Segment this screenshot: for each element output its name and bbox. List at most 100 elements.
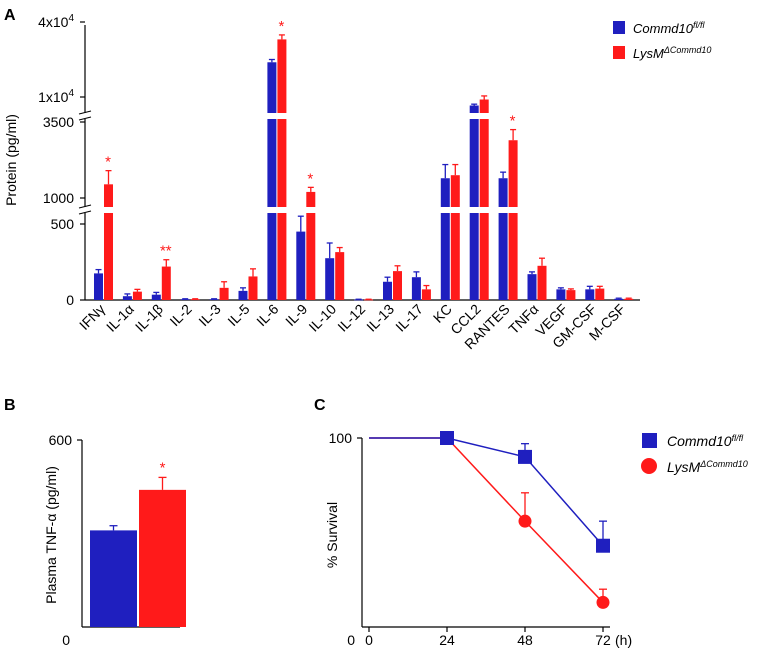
panel-a-bar-tnf-commd10	[527, 274, 537, 300]
panel-b-bar-commd10	[90, 530, 137, 627]
panel-a-bar-break	[468, 207, 480, 213]
panel-c-chart: 1000 0 24 48 72 % Survival (h) Commd10fl/fl …	[324, 430, 748, 648]
panel-a-significance-il-9: *	[307, 170, 313, 187]
panel-a-x-label-il-17: IL-17	[392, 301, 426, 335]
panel-a-bar-gm-csf-lysm	[595, 288, 605, 300]
panel-b-y-label: Plasma TNF-α (pg/ml)	[43, 466, 59, 604]
panel-a-x-label-il-13: IL-13	[363, 301, 397, 335]
panel-a-bar-break	[276, 207, 288, 213]
panel-a-legend-swatch-commd10	[613, 21, 625, 34]
panel-label-c: C	[314, 397, 326, 414]
panel-a-bar-break	[266, 207, 278, 213]
panel-c-x-tick-label: 24	[439, 632, 455, 648]
panel-a-x-label-il-12: IL-12	[334, 301, 368, 335]
panel-c-y-tick-label: 0	[347, 632, 355, 648]
panel-a-bar-il-1-lysm	[132, 291, 142, 300]
panel-a-bar-rantes-commd10	[498, 178, 508, 300]
panel-c-x-tick-label: 48	[517, 632, 533, 648]
panel-label-b: B	[4, 397, 16, 414]
panel-c-point-commd10-24h	[440, 431, 454, 445]
panel-a-x-label-il-1: IL-1β	[132, 301, 166, 335]
panel-b-chart: 600 0 Plasma TNF-α (pg/ml) *	[43, 432, 186, 648]
panel-a-bar-break	[276, 113, 288, 119]
panel-a-bar-break	[439, 207, 451, 213]
panel-a-bar-break	[468, 113, 480, 119]
panel-c-y-tick-label: 100	[329, 430, 353, 446]
panel-a-x-label-ifn: IFNγ	[76, 301, 108, 333]
panel-a-y-tick-label: 1x104	[38, 88, 74, 105]
panel-a-y-tick-label: 500	[51, 216, 75, 232]
panel-b-bar-lysm	[139, 489, 186, 627]
panel-a-significance-il-6: *	[278, 18, 284, 35]
panel-a-bar-il-13-lysm	[393, 271, 402, 300]
panel-a-bar-kc-lysm	[450, 175, 460, 300]
panel-a-bar-ccl2-commd10	[469, 105, 479, 300]
panel-a-bar-ifn-commd10	[94, 273, 103, 300]
panel-a-bar-gm-csf-commd10	[585, 289, 595, 300]
panel-c-x-tick-label: 72	[595, 632, 611, 648]
panel-a-legend-lysm: LysMΔCommd10	[633, 45, 711, 61]
panel-a-bar-ifn-lysm	[104, 184, 113, 300]
panel-a-legend-commd10: Commd10fl/fl	[633, 20, 705, 36]
panel-a-bar-il-17-commd10	[411, 277, 421, 300]
panel-a-y-tick-label: 0	[66, 292, 74, 308]
panel-a-bar-il-3-commd10	[209, 299, 219, 301]
panel-a-y-label: Protein (pg/ml)	[3, 114, 19, 206]
panel-a-legend-swatch-lysm	[613, 46, 625, 59]
panel-a-x-label-il-5: IL-5	[224, 301, 253, 330]
panel-c-legend-lysm: LysMΔCommd10	[667, 459, 748, 475]
panel-a-significance-rantes: *	[510, 113, 516, 130]
panel-c-point-commd10-72h	[596, 538, 610, 553]
panel-a-bar-vegf-commd10	[556, 289, 566, 300]
panel-a-bar-vegf-lysm	[566, 290, 576, 300]
panel-a-bar-il-1-commd10	[122, 296, 132, 300]
panel-b-significance: *	[160, 459, 166, 476]
panel-c-point-commd10-48h	[518, 449, 532, 464]
panel-a-bar-il-9-commd10	[296, 231, 306, 300]
panel-c-x-tick-label: 0	[365, 632, 373, 648]
panel-a-bar-il-17-lysm	[421, 289, 431, 300]
panel-a-bar-il-12-commd10	[354, 299, 364, 301]
panel-a-bar-il-3-lysm	[219, 287, 229, 300]
panel-a-y-tick-label: 4x104	[38, 13, 74, 30]
panel-a-bar-il-5-commd10	[238, 290, 248, 300]
panel-c-point-lysm-72h	[596, 595, 610, 609]
panel-a-bar-break	[478, 207, 490, 213]
panel-a-x-label-il-2: IL-2	[166, 301, 195, 330]
panel-a-bar-ccl2-lysm	[479, 99, 489, 301]
panel-a-bar-il-10-commd10	[325, 258, 335, 300]
panel-a-bar-break	[478, 113, 490, 119]
panel-a-x-label-il-10: IL-10	[305, 301, 339, 335]
panel-a-significance-il-1: **	[160, 243, 172, 260]
panel-a-bar-il-6-commd10	[267, 62, 277, 300]
panel-c-legend-circle-marker	[641, 458, 657, 474]
panel-a-significance-ifn: *	[105, 154, 111, 171]
panel-a-bar-il-2-commd10	[180, 299, 190, 301]
panel-a-bar-break	[305, 207, 317, 213]
panel-a-bar-m-csf-commd10	[614, 298, 624, 300]
panel-a-bar-kc-commd10	[440, 178, 450, 300]
panel-a-x-label-il-1: IL-1α	[103, 301, 137, 335]
panel-c-line-commd10	[369, 437, 604, 547]
panel-a-bar-il-13-commd10	[383, 281, 392, 300]
panel-a-bar-tnf-lysm	[537, 265, 547, 300]
panel-a-bar-break	[103, 207, 114, 213]
panel-label-a: A	[4, 7, 16, 24]
panel-a-bar-m-csf-lysm	[624, 298, 634, 300]
panel-c-legend-square-marker	[642, 433, 657, 448]
panel-a-bar-il-2-lysm	[190, 299, 200, 301]
panel-a-bar-il-6-lysm	[277, 39, 287, 301]
panel-a-bar-il-9-lysm	[306, 191, 316, 300]
panel-a-bar-break	[497, 207, 509, 213]
panel-b-y-tick-label: 600	[49, 432, 73, 448]
panel-a-bar-il-12-lysm	[364, 299, 374, 301]
panel-a-x-label-il-3: IL-3	[195, 301, 224, 330]
panel-c-line-lysm	[369, 437, 604, 603]
panel-a-bar-break	[507, 207, 519, 213]
panel-a-chart: 4x104 1x104 3500 1000 500 0 Protein (pg/ml) *…	[3, 13, 711, 352]
panel-a-bar-break	[449, 207, 461, 213]
panel-c-legend-commd10: Commd10fl/fl	[667, 433, 744, 449]
panel-a-bar-il-10-lysm	[335, 252, 345, 300]
panel-a-bar-rantes-lysm	[508, 140, 518, 300]
